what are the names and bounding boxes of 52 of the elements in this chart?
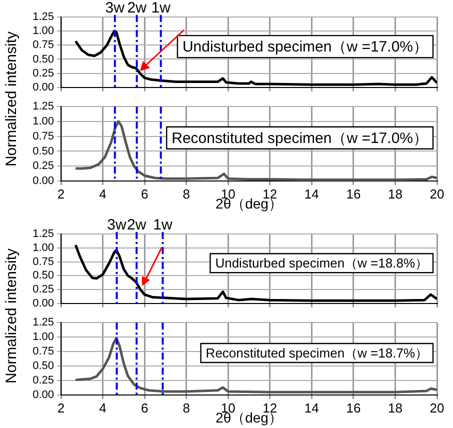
x-tick-label: 8	[182, 400, 190, 416]
x-tick-label: 2	[57, 400, 65, 416]
y-tick-label: 1.25	[32, 228, 54, 240]
ref-line-label: 2w	[127, 0, 147, 17]
annotation: Undisturbed specimen（w =17.0%）	[182, 38, 428, 56]
y-tick-label: 0.00	[32, 81, 54, 94]
x-tick-label: 14	[304, 186, 319, 202]
y-axis-title: Normalized intensity	[3, 247, 21, 386]
x-tick-label: 4	[99, 400, 106, 416]
x-tick-label: 16	[346, 400, 361, 416]
x-tick-label: 18	[388, 186, 402, 202]
y-tick-label: 0.75	[32, 130, 54, 142]
y-tick-label: 0.25	[32, 67, 54, 80]
y-tick-label: 0.25	[32, 160, 54, 172]
x-tick-label: 4	[99, 186, 106, 202]
ref-line-label: 2w	[127, 216, 146, 234]
x-tick-label: 20	[430, 186, 444, 202]
ref-line-label: 3w	[105, 0, 125, 17]
y-tick-label: 0.50	[32, 145, 54, 158]
y-tick-label: 1.00	[32, 242, 54, 254]
y-tick-label: 1.25	[32, 11, 54, 24]
y-axis-title: Normalized intensity	[3, 30, 21, 169]
y-tick-label: 1.25	[32, 316, 54, 329]
ref-line-label: 3w	[107, 216, 127, 234]
y-tick-label: 0.50	[32, 270, 54, 282]
x-tick-label: 2	[57, 186, 65, 202]
y-tick-label: 0.00	[32, 389, 54, 402]
y-tick-label: 0.25	[32, 284, 54, 296]
y-tick-label: 0.75	[32, 256, 54, 268]
y-tick-label: 0.50	[32, 360, 54, 372]
y-tick-label: 0.25	[32, 374, 54, 387]
y-tick-label: 1.00	[32, 116, 54, 128]
y-tick-label: 1.25	[32, 100, 54, 113]
x-tick-label: 18	[388, 400, 402, 416]
x-tick-label: 14	[304, 400, 319, 416]
y-tick-label: 1.00	[32, 331, 54, 344]
x-tick-label: 8	[182, 186, 190, 202]
y-tick-label: 0.50	[32, 53, 54, 66]
annotation: Reconstituted specimen（w =18.7%）	[206, 346, 428, 361]
x-tick-label: 20	[430, 400, 444, 416]
y-tick-label: 0.75	[32, 346, 54, 358]
ref-line-label: 1w	[153, 216, 172, 234]
x-tick-label: 6	[140, 400, 148, 416]
x-tick-label: 6	[140, 186, 148, 202]
x-tick-label: 16	[346, 186, 361, 202]
y-tick-label: 0.75	[32, 39, 54, 52]
annotation: Reconstituted specimen（w =17.0%）	[172, 130, 428, 147]
ref-line-label: 1w	[151, 0, 171, 17]
annotation: Undisturbed specimen（w =18.8%）	[215, 256, 428, 271]
y-tick-label: 0.00	[32, 297, 54, 310]
y-tick-label: 0.00	[32, 175, 54, 188]
y-tick-label: 1.00	[32, 25, 54, 38]
